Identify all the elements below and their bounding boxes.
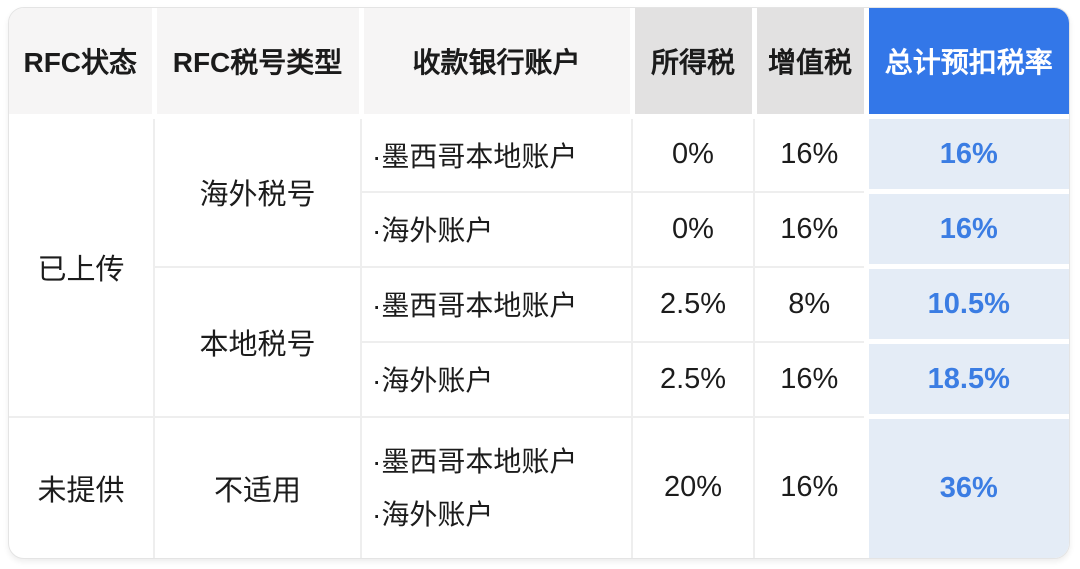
cell-rfc-status-uploaded: 已上传 (9, 115, 155, 417)
cell-total-rate: 16% (863, 114, 1069, 192)
cell-income-tax: 2.5% (632, 265, 755, 342)
table-row: ·海外账户 2.5% 16% 18.5% (9, 339, 1069, 417)
cell-vat: 16% (754, 415, 867, 558)
cell-vat: 16% (754, 190, 867, 267)
cell-income-tax: 2.5% (632, 340, 755, 417)
account-line: ·墨西哥本地账户 (372, 445, 578, 477)
cell-rfc-status-not-provided: 未提供 (9, 415, 155, 558)
col-header-income-tax: 所得税 (632, 8, 757, 119)
table-row: ·海外账户 0% 16% 16% (9, 189, 1069, 267)
table-row: 已上传 海外税号 ·墨西哥本地账户 0% 16% 16% (9, 114, 1069, 417)
cell-bank-account: ·墨西哥本地账户 ·海外账户 (361, 415, 633, 558)
cell-total-rate: 18.5% (863, 339, 1069, 417)
cell-income-tax: 0% (632, 115, 755, 192)
col-header-total-withholding-rate: 总计预扣税率 (866, 8, 1069, 119)
cell-bank-account: ·墨西哥本地账户 (361, 265, 633, 342)
cell-total-rate: 36% (863, 414, 1069, 558)
withholding-rate-table: RFC状态 RFC税号类型 收款银行账户 所得税 增值税 总计预扣税率 已上传 … (9, 8, 1069, 558)
col-header-rfc-status: RFC状态 (9, 8, 157, 119)
cell-bank-account: ·海外账户 (361, 190, 633, 267)
cell-income-tax: 0% (632, 190, 755, 267)
col-header-bank-account: 收款银行账户 (361, 8, 635, 119)
tax-rate-table-card: RFC状态 RFC税号类型 收款银行账户 所得税 增值税 总计预扣税率 已上传 … (8, 7, 1070, 559)
table-row: 未提供 不适用 ·墨西哥本地账户 ·海外账户 20% 16% 36% (9, 414, 1069, 558)
cell-income-tax: 20% (632, 415, 755, 558)
cell-total-rate: 16% (863, 189, 1069, 267)
cell-tax-type-not-applicable: 不适用 (154, 415, 362, 558)
cell-bank-account: ·海外账户 (361, 340, 633, 417)
table-row: 本地税号 ·墨西哥本地账户 2.5% 8% 10.5% (9, 264, 1069, 417)
cell-vat: 16% (754, 115, 867, 192)
cell-tax-type-overseas: 海外税号 (154, 115, 362, 267)
account-line: ·海外账户 (372, 498, 494, 530)
cell-total-rate: 10.5% (863, 264, 1069, 342)
cell-vat: 8% (754, 265, 867, 342)
cell-bank-account: ·墨西哥本地账户 (361, 115, 633, 192)
col-header-vat: 增值税 (754, 8, 869, 119)
cell-vat: 16% (754, 340, 867, 417)
col-header-tax-id-type: RFC税号类型 (154, 8, 364, 119)
cell-tax-type-local: 本地税号 (154, 265, 362, 417)
header-row: RFC状态 RFC税号类型 收款银行账户 所得税 增值税 总计预扣税率 (9, 8, 1069, 119)
